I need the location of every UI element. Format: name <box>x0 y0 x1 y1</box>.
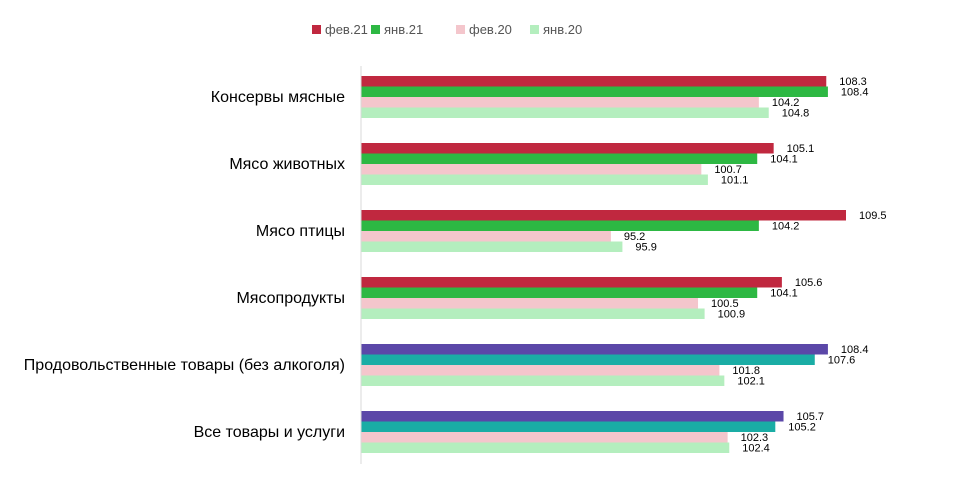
data-label: 101.8 <box>732 365 760 377</box>
bar <box>361 277 782 288</box>
legend-item: фев.21 <box>312 22 368 37</box>
data-label: 104.2 <box>772 221 800 233</box>
category-label: Мясо птицы <box>256 223 345 240</box>
legend-item: янв.20 <box>530 22 582 37</box>
data-label: 100.9 <box>718 309 746 321</box>
category-label: Все товары и услуги <box>194 424 345 441</box>
data-label: 104.8 <box>782 108 810 120</box>
category-label: Консервы мясные <box>211 89 345 106</box>
data-label: 101.1 <box>721 175 749 187</box>
data-label: 105.7 <box>797 411 825 423</box>
bars <box>361 76 846 453</box>
data-label: 108.3 <box>839 76 867 88</box>
bar <box>361 210 846 221</box>
category-labels: Консервы мясные Мясо животных Мясо птицы Мя… <box>24 89 345 441</box>
bar <box>361 86 828 97</box>
bar <box>361 354 815 365</box>
bar <box>361 164 702 175</box>
data-label: 108.4 <box>841 344 869 356</box>
bar <box>361 97 759 108</box>
data-label: 105.1 <box>787 143 815 155</box>
legend-swatch <box>312 25 321 34</box>
bar <box>361 308 705 319</box>
bar <box>361 174 708 185</box>
legend-swatch <box>371 25 380 34</box>
bar <box>361 143 774 154</box>
bar <box>361 411 784 422</box>
bar <box>361 241 623 252</box>
bar <box>361 344 828 355</box>
data-label: 95.2 <box>624 231 645 243</box>
bar <box>361 442 730 453</box>
bar <box>361 107 769 118</box>
data-label: 105.2 <box>788 422 816 434</box>
data-label: 102.3 <box>741 432 769 444</box>
bar <box>361 375 725 386</box>
bar <box>361 153 758 164</box>
legend-label: фев.21 <box>325 22 368 37</box>
bar <box>361 220 759 231</box>
legend-label: янв.21 <box>384 22 423 37</box>
legend-swatch <box>530 25 539 34</box>
data-label: 107.6 <box>828 355 856 367</box>
data-label: 95.9 <box>635 242 656 254</box>
value-labels: 108.3108.4104.2104.8105.1104.1100.7101.1… <box>624 76 887 455</box>
legend-item: фев.20 <box>456 22 512 37</box>
legend-swatch <box>456 25 465 34</box>
data-label: 105.6 <box>795 277 823 289</box>
data-label: 104.1 <box>770 288 798 300</box>
data-label: 104.1 <box>770 154 798 166</box>
data-label: 109.5 <box>859 210 887 222</box>
data-label: 108.4 <box>841 87 869 99</box>
bar <box>361 287 758 298</box>
data-label: 100.7 <box>714 164 742 176</box>
bar <box>361 231 611 242</box>
bar <box>361 365 720 376</box>
legend: фев.21 янв.21 фев.20 янв.20 <box>312 22 582 37</box>
category-label: Мясо животных <box>229 156 345 173</box>
data-label: 102.1 <box>737 376 765 388</box>
legend-item: янв.21 <box>371 22 423 37</box>
category-label: Продовольственные товары (без алкоголя) <box>24 357 345 374</box>
bar <box>361 432 728 443</box>
data-label: 102.4 <box>742 443 770 455</box>
legend-label: янв.20 <box>543 22 582 37</box>
category-label: Мясопродукты <box>236 290 345 307</box>
data-label: 100.5 <box>711 298 739 310</box>
bar <box>361 421 776 432</box>
bar <box>361 76 827 87</box>
data-label: 104.2 <box>772 97 800 109</box>
legend-label: фев.20 <box>469 22 512 37</box>
bar <box>361 298 699 309</box>
